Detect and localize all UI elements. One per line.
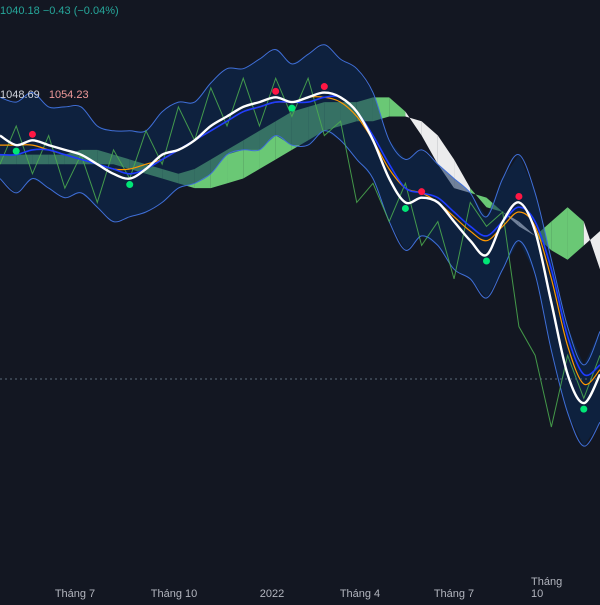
- cloud-segment: [567, 207, 584, 260]
- envelope-bands: [0, 44, 600, 447]
- price-series: [0, 91, 600, 405]
- sell-signal-dot: [272, 87, 280, 95]
- envelope-lower-line: [0, 130, 600, 447]
- cloud-segment: [421, 121, 438, 165]
- price-change-readout: 1040.18 −0.43 (−0.04%): [0, 5, 119, 17]
- sell-signal-dot: [515, 192, 523, 200]
- cloud-segment: [551, 207, 568, 260]
- x-tick-label: Tháng 7: [54, 588, 96, 600]
- lagging-line: [0, 76, 600, 428]
- cloud-segment: [470, 188, 487, 208]
- price-line: [0, 91, 600, 405]
- x-tick-label: 2022: [259, 588, 285, 600]
- x-tick-label: Tháng 10: [531, 576, 563, 600]
- cloud-segment: [486, 197, 503, 212]
- envelope-fill: [0, 44, 600, 447]
- indicator-value-2: 1054.23: [48, 89, 89, 101]
- cloud-segment: [583, 221, 600, 270]
- buy-signal-dot: [12, 147, 20, 155]
- buy-signal-dot: [580, 405, 588, 413]
- x-tick-label: Tháng 10: [150, 588, 198, 600]
- buy-signal-dot: [288, 104, 296, 112]
- buy-signal-dot: [401, 204, 409, 212]
- buy-signal-dot: [482, 257, 490, 265]
- indicator-readout: 1048.69 1054.23: [0, 89, 89, 101]
- lagging-span-line: [0, 76, 600, 428]
- x-tick-label: Tháng 7: [433, 588, 475, 600]
- sell-signal-dot: [418, 188, 426, 196]
- sell-signal-dot: [28, 130, 36, 138]
- signal-markers: [12, 83, 588, 413]
- cloud-segment: [405, 111, 422, 136]
- sell-signal-dot: [320, 83, 328, 91]
- envelope-upper-line: [0, 44, 600, 366]
- buy-signal-dot: [126, 181, 134, 189]
- x-tick-label: Tháng 4: [339, 588, 381, 600]
- cloud-segment: [389, 97, 406, 117]
- indicator-value-1: 1048.69: [0, 89, 40, 101]
